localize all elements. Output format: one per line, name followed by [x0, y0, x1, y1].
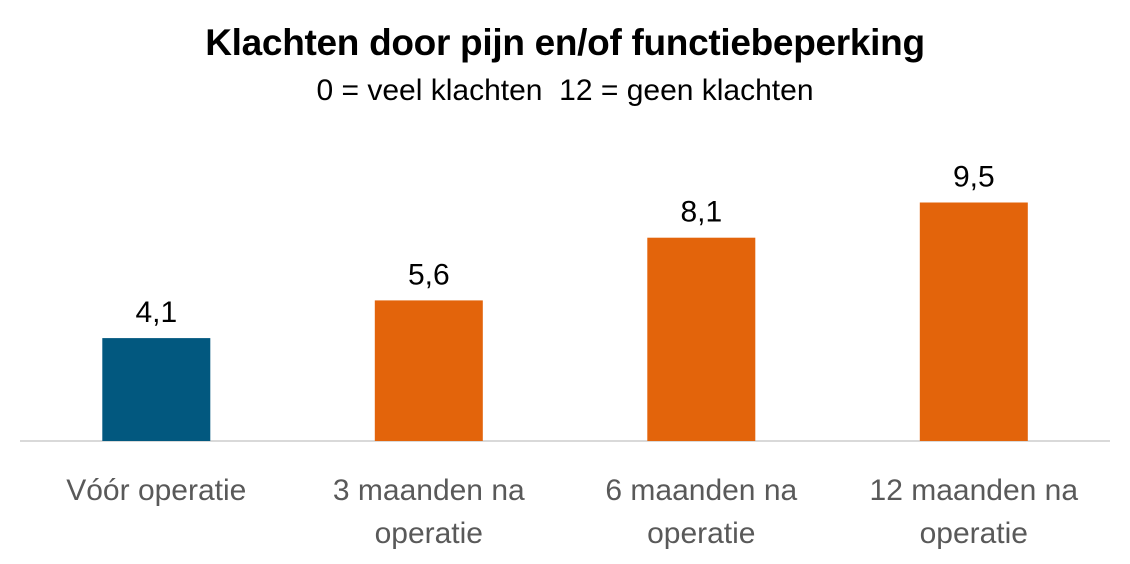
- bar-3: [647, 237, 756, 441]
- category-label-line: Vóór operatie: [66, 474, 246, 507]
- data-label-4: 9,5: [953, 161, 995, 194]
- data-label-2: 5,6: [408, 258, 450, 291]
- category-label-line: 12 maanden na: [870, 474, 1079, 507]
- category-label-4: 12 maanden na operatie: [870, 474, 1079, 550]
- data-label-1: 4,1: [135, 296, 177, 329]
- category-label-line: 6 maanden na: [605, 474, 797, 507]
- category-label-2: 3 maanden na operatie: [333, 474, 525, 550]
- category-label-line: operatie: [375, 517, 483, 550]
- chart-subtitle: 0 = veel klachten 12 = geen klachten: [316, 74, 814, 107]
- data-label-3: 8,1: [680, 196, 722, 229]
- category-label-line: operatie: [647, 517, 755, 550]
- category-label-1: Vóór operatie: [66, 474, 246, 507]
- category-label-line: 3 maanden na: [333, 474, 525, 507]
- category-label-3: 6 maanden na operatie: [605, 474, 797, 550]
- bar-1: [102, 338, 211, 441]
- category-label-line: operatie: [920, 517, 1028, 550]
- bar-2: [374, 300, 483, 441]
- bar-4: [919, 202, 1028, 441]
- chart-title: Klachten door pijn en/of functiebeperkin…: [205, 22, 925, 63]
